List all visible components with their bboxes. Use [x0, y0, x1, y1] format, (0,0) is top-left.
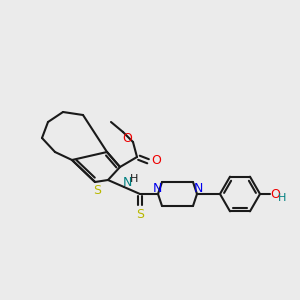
Text: H: H [130, 174, 138, 184]
Text: H: H [278, 193, 286, 203]
Text: N: N [152, 182, 162, 194]
Text: O: O [151, 154, 161, 167]
Text: O: O [270, 188, 280, 200]
Text: S: S [93, 184, 101, 196]
Text: N: N [193, 182, 203, 194]
Text: S: S [136, 208, 144, 220]
Text: N: N [122, 176, 132, 188]
Text: O: O [122, 133, 132, 146]
